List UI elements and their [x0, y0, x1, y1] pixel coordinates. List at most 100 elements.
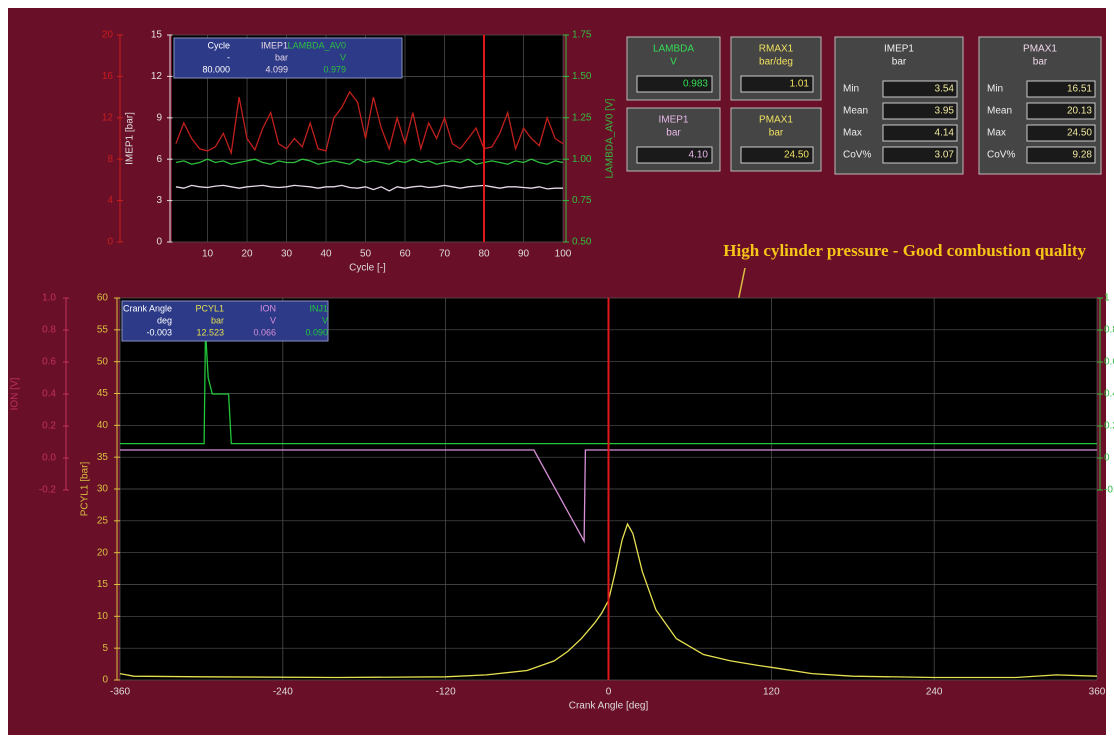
- legend-cell: bar: [275, 52, 288, 62]
- y-tick-label: -0.2: [39, 485, 57, 496]
- stat-value: 3.54: [935, 84, 955, 95]
- y-tick-label: 20: [102, 30, 114, 41]
- legend-cell: 12.523: [196, 327, 224, 337]
- stat-label: Min: [987, 84, 1003, 95]
- legend-cell: 4.099: [265, 64, 288, 74]
- value-box: [636, 75, 713, 93]
- panel-unit: V: [670, 57, 677, 68]
- y-tick-label: 3: [156, 195, 162, 206]
- legend-cell: -0.003: [146, 327, 172, 337]
- value-box: [882, 124, 958, 142]
- x-tick-label: 80: [478, 249, 490, 260]
- panel-title: RMAX1: [759, 44, 794, 55]
- y-tick-label: 0.8: [42, 325, 56, 336]
- panel-unit: bar: [1033, 57, 1048, 68]
- panel-title: IMEP1: [884, 44, 914, 55]
- y-tick-label: -0.2: [1104, 485, 1114, 496]
- legend-box: [173, 37, 403, 79]
- x-tick-label: 40: [320, 249, 332, 260]
- panel-title: LAMBDA: [653, 44, 694, 55]
- y-tick-label: 15: [151, 30, 163, 41]
- stat-label: Min: [843, 84, 859, 95]
- legend-cell: LAMBDA_AV0: [288, 40, 346, 50]
- y-tick-label: 0.8: [1104, 325, 1114, 336]
- legend-cell: 0.979: [323, 64, 346, 74]
- series-line: [175, 90, 564, 156]
- legend-cell: deg: [157, 315, 172, 325]
- series-line: [175, 158, 564, 165]
- y-tick-label: 0: [102, 675, 108, 686]
- x-tick-label: 90: [518, 249, 530, 260]
- legend-cell: ION: [260, 303, 276, 313]
- value-box: [882, 146, 958, 164]
- stat-label: CoV%: [843, 150, 871, 161]
- panel-title: PMAX1: [759, 115, 793, 126]
- panel-unit: bar: [892, 57, 907, 68]
- stat-value: 9.28: [1073, 150, 1093, 161]
- y-tick-label: 15: [97, 579, 109, 590]
- panel-value: 0.983: [683, 79, 708, 90]
- value-box: [1026, 146, 1096, 164]
- stat-label: Mean: [843, 106, 868, 117]
- x-tick-label: 10: [202, 249, 214, 260]
- legend-box: [121, 300, 329, 342]
- panel-unit: bar/deg: [759, 57, 793, 68]
- stat-label: Max: [987, 128, 1006, 139]
- annotation: High cylinder pressure - Good combustion…: [723, 241, 1086, 260]
- series-line: [120, 449, 1097, 544]
- y-tick-label: 55: [97, 324, 109, 335]
- y-tick-label: 0: [156, 237, 162, 248]
- x-tick-label: -360: [110, 687, 130, 698]
- y-tick-label: 0.0: [42, 453, 56, 464]
- value-box: [882, 102, 958, 120]
- y-tick-label: 30: [97, 484, 109, 495]
- y-axis-label: LAMBDA_AV0 [V]: [605, 98, 616, 178]
- stat-label: Mean: [987, 106, 1012, 117]
- y-tick-label: 16: [102, 71, 114, 82]
- x-tick-label: -120: [436, 687, 456, 698]
- y-tick-label: 0.4: [1104, 389, 1114, 400]
- legend-cell: V: [322, 315, 328, 325]
- x-tick-label: 50: [360, 249, 372, 260]
- y-tick-label: 0.6: [1104, 357, 1114, 368]
- y-axis-label: PCYL1 [bar]: [80, 462, 91, 517]
- y-tick-label: 0.50: [572, 237, 592, 248]
- y-tick-label: 6: [156, 154, 162, 165]
- legend-cell: V: [270, 315, 276, 325]
- y-tick-label: 50: [97, 356, 109, 367]
- series-line: [120, 329, 1097, 445]
- y-axis-label: ION [V]: [10, 377, 21, 410]
- y-tick-label: 45: [97, 388, 109, 399]
- value-box: [1026, 102, 1096, 120]
- panel-value: 4.10: [689, 150, 709, 161]
- y-tick-label: 0.2: [1104, 421, 1114, 432]
- y-tick-label: 1.25: [572, 112, 592, 123]
- y-tick-label: 12: [151, 71, 163, 82]
- x-tick-label: 20: [241, 249, 253, 260]
- legend-cell: 80.000: [202, 64, 230, 74]
- legend-cell: PCYL1: [195, 303, 224, 313]
- value-box: [740, 75, 814, 93]
- y-tick-label: 9: [156, 112, 162, 123]
- x-tick-label: 30: [281, 249, 293, 260]
- series-line: [119, 522, 1098, 679]
- panel-title: IMEP1: [658, 115, 688, 126]
- y-axis-label: IMEP1 [bar]: [125, 112, 136, 165]
- y-tick-label: 0.6: [42, 357, 56, 368]
- panel-title: PMAX1: [1023, 44, 1057, 55]
- value-box: [1026, 80, 1096, 98]
- value-box: [636, 146, 713, 164]
- legend-cell: Crank Angle: [123, 303, 172, 313]
- y-tick-label: 0: [1104, 453, 1110, 464]
- y-tick-label: 25: [97, 515, 109, 526]
- x-tick-label: 70: [439, 249, 451, 260]
- y-tick-label: 0: [107, 237, 113, 248]
- y-tick-label: 60: [97, 293, 109, 304]
- x-tick-label: 360: [1089, 687, 1106, 698]
- legend-cell: 0.090: [305, 327, 328, 337]
- legend-cell: 0.066: [253, 327, 276, 337]
- x-axis-label: Cycle [-]: [349, 263, 386, 274]
- y-tick-label: 1.50: [572, 71, 592, 82]
- y-tick-label: 0.75: [572, 195, 592, 206]
